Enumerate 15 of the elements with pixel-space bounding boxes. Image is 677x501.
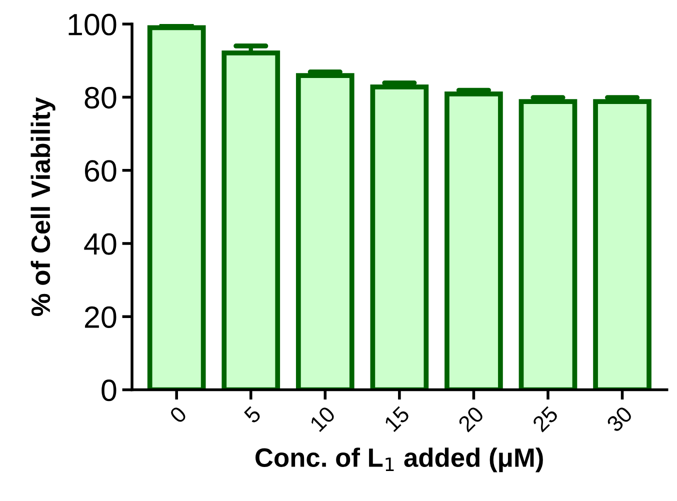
y-tick-label: 100 (68, 14, 116, 36)
y-tick-label: 80 (84, 86, 116, 109)
y-axis-title: % of Cell Viability (30, 97, 56, 316)
y-tick-label: 0 (102, 380, 116, 402)
y-tick-label: 60 (85, 160, 116, 182)
x-tick-label: 5 (243, 406, 262, 424)
x-tick-label: 25 (532, 405, 559, 433)
y-tick-label: 20 (84, 306, 116, 328)
x-tick-label: 0 (168, 405, 188, 424)
x-axis-title: Conc. of L$_{1}$ added (μM) (256, 448, 543, 472)
y-tick-label: 40 (84, 233, 116, 255)
x-tick-label: 20 (457, 405, 485, 433)
x-tick-label: 10 (309, 405, 336, 432)
x-tick-label: 30 (606, 405, 634, 433)
x-tick-label: 15 (384, 406, 410, 432)
